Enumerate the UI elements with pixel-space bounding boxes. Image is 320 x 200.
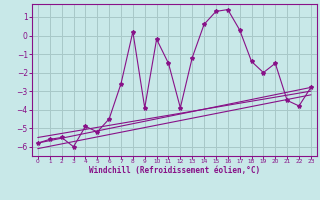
X-axis label: Windchill (Refroidissement éolien,°C): Windchill (Refroidissement éolien,°C) xyxy=(89,166,260,175)
